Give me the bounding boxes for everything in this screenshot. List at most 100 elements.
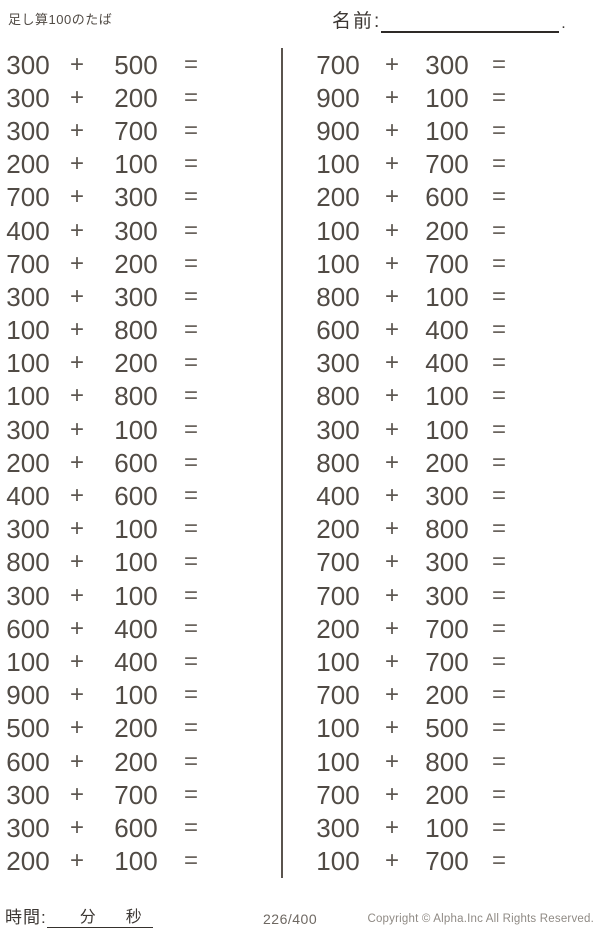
operand-2: 700 [425,613,469,644]
equals-sign: = [183,415,198,443]
operand-1: 100 [316,846,360,877]
plus-icon: + [69,548,84,576]
operand-1: 100 [6,348,50,379]
operand-2: 100 [114,846,158,877]
problem-row: 900 +100 = [0,679,208,712]
operand-1: 300 [6,414,50,445]
operand-2: 600 [425,182,469,213]
operand-1: 300 [316,414,360,445]
equals-sign: = [491,747,506,775]
operand-2: 200 [114,348,158,379]
problem-row: 800 +200 = [310,446,522,479]
equals-sign: = [491,116,506,144]
operand-1: 800 [316,281,360,312]
equals-sign: = [183,382,198,410]
minutes-label: 分 [79,909,96,926]
problem-row: 300 +500 = [0,48,208,81]
equals-sign: = [491,83,506,111]
problem-row: 400 +300 = [0,214,208,247]
operand-1: 300 [6,779,50,810]
plus-icon: + [384,83,399,111]
equals-sign: = [183,482,198,510]
plus-icon: + [69,249,84,277]
operand-1: 800 [316,447,360,478]
plus-icon: + [69,581,84,609]
plus-icon: + [384,813,399,841]
plus-icon: + [384,482,399,510]
equals-sign: = [183,714,198,742]
operand-1: 300 [316,812,360,843]
problem-row: 200 +700 = [310,612,522,645]
operand-1: 900 [316,82,360,113]
time-blank-line[interactable]: 分 秒 [46,906,153,928]
plus-icon: + [384,116,399,144]
operand-2: 800 [425,746,469,777]
equals-sign: = [183,548,198,576]
operand-2: 200 [425,215,469,246]
problem-row: 900 +100 = [310,114,522,147]
worksheet-title: 足し算100のたば [8,12,113,27]
operand-1: 700 [316,49,360,80]
equals-sign: = [183,647,198,675]
equals-sign: = [491,780,506,808]
plus-icon: + [69,515,84,543]
operand-2: 800 [425,514,469,545]
problem-row: 100 +800 = [0,380,208,413]
time-field: 時間: 分 秒 [5,903,153,928]
equals-sign: = [183,448,198,476]
name-field: 名前: . [332,6,566,33]
problem-row: 700 +300 = [0,181,208,214]
operand-1: 200 [6,447,50,478]
operand-2: 200 [114,746,158,777]
problem-row: 100 +700 = [310,247,522,280]
column-divider [281,48,283,878]
name-blank-line[interactable] [381,9,560,33]
problem-row: 600 +200 = [0,745,208,778]
operand-2: 200 [114,82,158,113]
plus-icon: + [69,316,84,344]
problem-row: 400 +300 = [310,479,522,512]
operand-1: 700 [316,779,360,810]
plus-icon: + [69,50,84,78]
plus-icon: + [384,847,399,875]
operand-1: 600 [316,315,360,346]
operand-1: 200 [6,149,50,180]
operand-2: 300 [425,547,469,578]
equals-sign: = [491,714,506,742]
problem-row: 300 +700 = [0,778,208,811]
equals-sign: = [183,349,198,377]
problem-row: 100 +500 = [310,712,522,745]
copyright-text: Copyright © Alpha.Inc All Rights Reserve… [367,913,594,925]
operand-2: 600 [114,481,158,512]
operand-2: 800 [114,381,158,412]
footer: 時間: 分 秒 226/400 Copyright © Alpha.Inc Al… [0,903,600,935]
operand-2: 700 [425,846,469,877]
plus-icon: + [384,150,399,178]
plus-icon: + [384,349,399,377]
problem-row: 700 +300 = [310,579,522,612]
plus-icon: + [69,216,84,244]
operand-1: 700 [316,680,360,711]
equals-sign: = [183,581,198,609]
operand-2: 100 [114,414,158,445]
operand-2: 100 [114,149,158,180]
equals-sign: = [491,282,506,310]
problem-row: 300 +600 = [0,811,208,844]
problem-row: 100 +700 = [310,148,522,181]
operand-2: 800 [114,315,158,346]
operand-2: 300 [114,215,158,246]
name-label: 名前: [332,11,382,32]
equals-sign: = [491,448,506,476]
plus-icon: + [384,515,399,543]
plus-icon: + [384,780,399,808]
equals-sign: = [491,382,506,410]
operand-2: 100 [114,514,158,545]
operand-1: 300 [6,281,50,312]
operand-2: 100 [114,680,158,711]
equals-sign: = [183,50,198,78]
problem-row: 800 +100 = [0,546,208,579]
plus-icon: + [384,316,399,344]
problem-row: 300 +300 = [0,280,208,313]
equals-sign: = [183,681,198,709]
